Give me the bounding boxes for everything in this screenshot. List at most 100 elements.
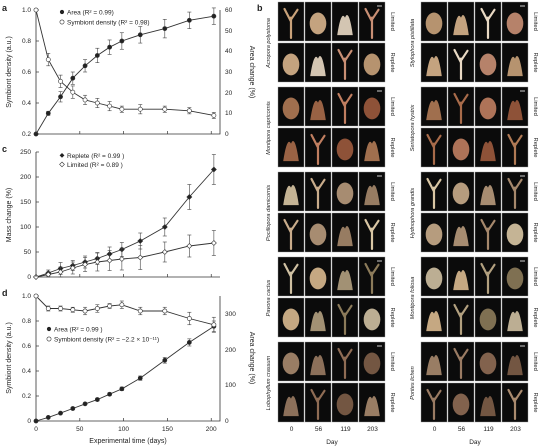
data-point-c-1-5 (94, 259, 101, 265)
condition-l-2-1: Replete (389, 223, 395, 243)
legend-c-limited: Limited (R² = 0.89 ) (67, 162, 123, 169)
species-l-0: Acropora polystoma (266, 18, 272, 69)
species-r-4: Porites lichen (410, 366, 416, 400)
data-point-a-0-3 (70, 75, 76, 81)
ytick-d-3: 0.6 (22, 343, 31, 350)
legend-a: Area (R² = 0.99) Symbiont density (R² = … (59, 10, 150, 27)
coral-photo-r-0-1-1 (447, 42, 475, 83)
data-point-a-1-7 (119, 106, 125, 112)
series-line-a-0 (35, 15, 214, 135)
panel-c: c 0 50 100 150 200 250 Mass change (%) R… (2, 144, 220, 281)
data-point-a-1-0 (33, 7, 39, 13)
data-point-a-1-11 (211, 113, 217, 118)
xtick-d-1: 50 (76, 426, 84, 433)
data-point-d-1-3 (70, 307, 76, 313)
coral-photo-r-1-1-3 (501, 127, 529, 168)
data-point-d-0-3 (70, 406, 76, 411)
coral-photo-r-4-0-2 (474, 341, 502, 382)
data-point-d-0-10 (186, 340, 192, 345)
y2tick-a-2: 20 (225, 90, 233, 97)
data-point-d-1-0 (33, 293, 39, 299)
data-point-d-0-1 (45, 415, 51, 420)
y2tick-a-6: 60 (225, 7, 233, 14)
condition-l-4-0: Limited (389, 352, 395, 371)
day-label-203-right: 203 (510, 426, 521, 433)
condition-r-4-0: Limited (532, 352, 538, 371)
series-line-c-0 (35, 169, 215, 278)
coral-photo-l-4-0-0 (277, 341, 305, 382)
data-point-a-0-10 (186, 17, 192, 23)
species-l-3: Pavona cactus (266, 279, 272, 316)
data-point-a-0-1 (45, 110, 51, 116)
ytick-c-5: 250 (20, 149, 31, 156)
ytick-a-2: 0.6 (22, 69, 31, 76)
xtick-d-0: 0 (34, 426, 38, 433)
panel-d: d 0 0.2 0.4 0.6 0.8 1.0 0 100 200 300 0 … (2, 288, 255, 445)
data-point-c-1-4 (82, 261, 88, 268)
axes-d (35, 296, 221, 422)
data-point-d-0-7 (119, 386, 125, 392)
condition-l-3-0: Limited (389, 267, 395, 286)
data-point-c-0-10 (186, 194, 193, 200)
condition-r-3-1: Replete (532, 308, 538, 328)
panel-label-c: c (2, 144, 7, 154)
data-point-c-1-10 (186, 243, 193, 249)
coral-photo-l-4-1-2 (331, 382, 359, 423)
plot-d-marks (33, 293, 217, 424)
coral-photo-r-3-0-2 (474, 256, 502, 297)
data-point-d-1-9 (162, 308, 168, 314)
coral-photo-l-3-1-0 (277, 297, 305, 338)
coral-photo-r-0-1-2 (474, 42, 502, 83)
ylabel-d: Symbiont density (a.u.) (6, 322, 13, 394)
coral-photo-l-1-1-1 (304, 127, 332, 168)
data-point-a-0-6 (107, 44, 112, 50)
ytick-c-4: 200 (20, 174, 31, 181)
condition-r-0-0: Limited (532, 12, 538, 31)
coral-photo-l-2-0-3 (358, 171, 386, 212)
coral-photo-l-3-1-1 (304, 297, 332, 338)
coral-photo-l-0-0-0 (277, 1, 305, 42)
data-point-a-0-9 (162, 26, 168, 31)
coral-photo-r-1-1-0 (420, 127, 448, 168)
plot-a-marks (33, 7, 217, 137)
coral-photo-l-3-0-0 (277, 256, 305, 297)
data-point-c-1-9 (161, 249, 168, 255)
y-ticks-d: 0 0.2 0.4 0.6 0.8 1.0 (22, 293, 39, 425)
coral-photo-r-2-0-2 (474, 171, 502, 212)
day-axis: 0 56 119 203 Day 0 56 119 203 Day (290, 426, 522, 446)
coral-photo-r-1-1-1 (447, 127, 475, 168)
series-line-d-1 (35, 295, 215, 326)
coral-photo-l-2-1-0 (277, 212, 305, 253)
coral-photo-r-0-0-2 (474, 1, 502, 42)
coral-photo-r-4-1-2 (474, 382, 502, 423)
coral-photo-l-1-1-3 (358, 127, 386, 168)
coral-photo-r-4-1-1 (447, 382, 475, 423)
data-point-c-1-1 (45, 271, 52, 278)
data-point-d-0-8 (137, 375, 143, 381)
data-point-a-1-8 (137, 106, 143, 112)
data-point-a-1-5 (94, 100, 100, 106)
data-point-d-0-2 (58, 410, 63, 416)
coral-photo-r-3-1-0 (420, 297, 448, 338)
condition-l-2-0: Limited (389, 182, 395, 201)
axes-a (35, 10, 221, 135)
data-point-d-1-8 (137, 308, 143, 314)
species-r-3: Montipora foliosa (410, 277, 416, 320)
y2tick-a-4: 40 (225, 48, 233, 55)
data-point-a-0-5 (94, 53, 100, 58)
legend-d-area: Area (R² = 0.99 ) (54, 327, 103, 334)
coral-photo-r-0-1-0 (420, 42, 448, 83)
data-point-a-0-2 (58, 94, 63, 100)
coral-photo-l-2-0-2 (331, 171, 359, 212)
data-point-d-1-4 (82, 308, 88, 314)
y2tick-d-1: 100 (225, 382, 236, 389)
coral-photo-l-0-1-1 (304, 42, 332, 83)
data-point-a-1-4 (82, 97, 88, 103)
condition-l-0-0: Limited (389, 12, 395, 31)
day-axis-label-right: Day (469, 439, 481, 446)
coral-photo-r-0-0-1 (447, 1, 475, 42)
ytick-d-5: 1.0 (22, 293, 31, 300)
data-point-d-0-6 (107, 391, 112, 397)
xlabel-d: Experimental time (days) (89, 438, 166, 445)
coral-photo-r-0-1-3 (501, 42, 529, 83)
